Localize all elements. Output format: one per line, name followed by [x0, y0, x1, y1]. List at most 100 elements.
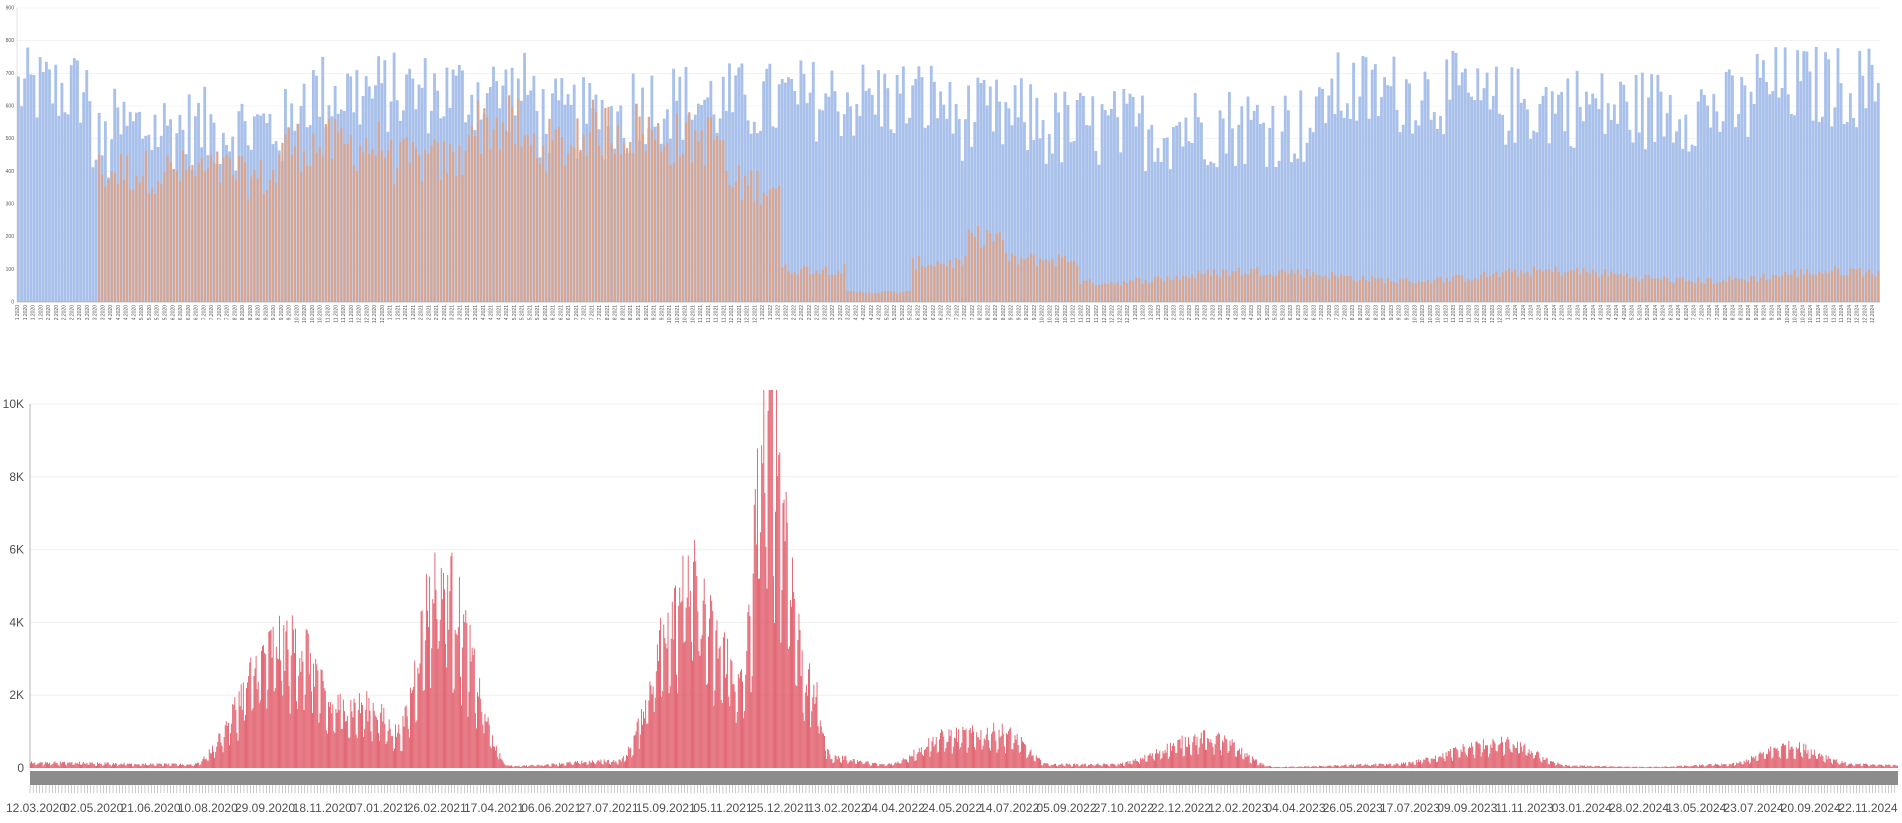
- orange-bar: [1206, 269, 1209, 302]
- x-tick-label: 6.2020: [186, 305, 192, 321]
- red-bar: [448, 629, 450, 768]
- red-bar: [1779, 758, 1781, 768]
- orange-bar: [486, 117, 489, 302]
- red-bar: [103, 765, 105, 768]
- red-bar: [649, 681, 651, 768]
- red-bar: [1701, 764, 1702, 768]
- y-tick-label: 900: [6, 6, 15, 12]
- red-bar: [1011, 749, 1013, 768]
- red-bar: [1499, 743, 1501, 768]
- red-bar: [1868, 766, 1870, 768]
- red-bar: [1211, 742, 1213, 768]
- red-bar: [65, 764, 67, 768]
- x-tick-label: 2.2022: [815, 305, 821, 321]
- red-bar: [1391, 766, 1393, 768]
- red-bar: [994, 731, 996, 768]
- red-bar: [864, 763, 866, 768]
- red-bar: [1190, 754, 1192, 768]
- orange-bar: [955, 258, 958, 302]
- red-bar: [680, 602, 682, 768]
- red-bar: [1473, 754, 1475, 768]
- blue-bar: [1467, 92, 1470, 303]
- red-bar: [991, 733, 993, 768]
- red-bar: [307, 633, 309, 768]
- orange-bar: [1852, 269, 1855, 302]
- orange-bar: [526, 134, 529, 302]
- red-bar: [1741, 764, 1743, 768]
- orange-bar: [1299, 274, 1303, 302]
- red-bar: [1727, 766, 1729, 768]
- red-bar: [150, 763, 152, 768]
- red-bar: [568, 762, 570, 768]
- red-bar: [722, 637, 724, 768]
- red-bar: [1488, 757, 1490, 768]
- x-tick-label: 5.2021: [527, 305, 533, 321]
- orange-bar: [1836, 268, 1840, 302]
- x-tick-label: 2.2022: [791, 305, 797, 321]
- red-bar: [825, 750, 827, 768]
- red-bar: [1508, 739, 1510, 768]
- orange-bar: [765, 196, 768, 302]
- orange-bar: [1194, 278, 1197, 302]
- x-tick-label: 10.2021: [683, 305, 689, 323]
- orange-bar: [1433, 279, 1436, 302]
- red-bar: [1171, 750, 1172, 768]
- orange-bar: [958, 259, 961, 302]
- red-bar: [748, 604, 750, 768]
- red-bar: [40, 762, 42, 768]
- red-bar: [400, 750, 402, 768]
- red-bar: [351, 711, 353, 768]
- x-tick-label: 6.2021: [558, 305, 564, 321]
- red-bar: [390, 736, 392, 768]
- red-bar: [179, 764, 180, 768]
- red-bar: [105, 763, 107, 768]
- red-bar: [1008, 730, 1010, 768]
- orange-bar: [889, 291, 893, 302]
- orange-bar: [1343, 276, 1346, 302]
- red-bar: [1537, 751, 1539, 768]
- red-bar: [1274, 766, 1276, 768]
- red-bar: [1459, 757, 1461, 768]
- red-bar: [1423, 759, 1425, 768]
- red-bar: [1033, 760, 1035, 768]
- red-bar: [75, 763, 77, 768]
- red-bar: [286, 620, 288, 768]
- orange-bar: [1703, 283, 1706, 302]
- orange-bar: [1647, 275, 1650, 302]
- red-bar: [1147, 755, 1149, 768]
- red-bar: [872, 763, 874, 768]
- orange-bar: [545, 172, 548, 302]
- orange-bar: [1284, 271, 1287, 302]
- orange-bar: [1855, 269, 1858, 302]
- red-bar: [1896, 765, 1898, 768]
- red-bar: [1208, 738, 1210, 768]
- red-bar: [799, 629, 801, 768]
- blue-bar: [72, 58, 76, 303]
- red-bar: [253, 675, 255, 768]
- red-bar: [316, 664, 318, 768]
- red-bar: [1760, 753, 1762, 768]
- red-bar: [778, 454, 780, 768]
- red-bar: [490, 748, 492, 768]
- orange-bar: [1523, 273, 1526, 302]
- red-bar: [1511, 752, 1513, 768]
- red-bar: [148, 765, 150, 768]
- x-tick-label: 6.2021: [551, 305, 557, 321]
- red-bar: [131, 763, 133, 768]
- orange-bar: [734, 181, 737, 302]
- blue-bar: [1746, 136, 1750, 302]
- red-bar: [332, 704, 334, 768]
- blue-bar: [1116, 117, 1120, 303]
- red-bar: [1122, 762, 1123, 768]
- red-bar: [1477, 743, 1479, 768]
- red-bar: [1292, 766, 1294, 768]
- red-bar: [585, 762, 587, 768]
- orange-bar: [998, 231, 1001, 302]
- orange-bar: [1663, 276, 1666, 302]
- orange-bar: [262, 193, 265, 302]
- red-bar: [1174, 745, 1176, 768]
- red-bar: [907, 761, 908, 768]
- x-tick-label: 7.2023: [1327, 305, 1333, 321]
- orange-bar: [290, 155, 293, 302]
